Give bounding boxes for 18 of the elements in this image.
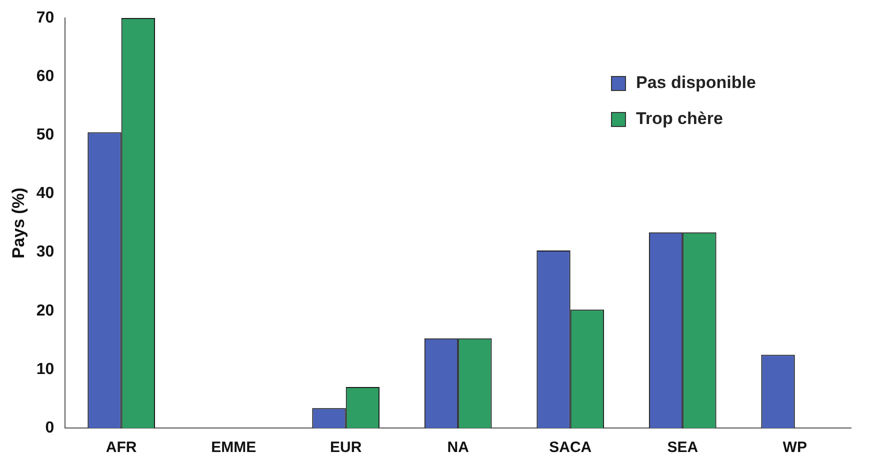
legend-label: Trop chère xyxy=(636,109,723,129)
y-tick-label: 0 xyxy=(45,419,54,436)
y-tick-label: 50 xyxy=(36,126,54,144)
x-tick-label: SACA xyxy=(549,439,592,456)
x-tick-label: EMME xyxy=(211,439,256,456)
x-tick-label: AFR xyxy=(106,439,137,456)
y-tick-label: 10 xyxy=(36,360,54,378)
y-tick-label: 70 xyxy=(36,9,54,26)
x-tick-label: EUR xyxy=(330,439,362,456)
y-tick-label: 40 xyxy=(36,185,54,202)
y-tick-label: 20 xyxy=(36,302,54,320)
x-tick-label: WP xyxy=(782,439,807,456)
y-axis-title: Pays (%) xyxy=(8,188,28,258)
x-tick-label: SEA xyxy=(667,439,698,456)
legend-label: Pas disponible xyxy=(636,73,756,93)
y-tick-label: 60 xyxy=(36,68,54,85)
y-tick-label: 30 xyxy=(36,244,54,261)
x-tick-label: NA xyxy=(447,439,470,456)
